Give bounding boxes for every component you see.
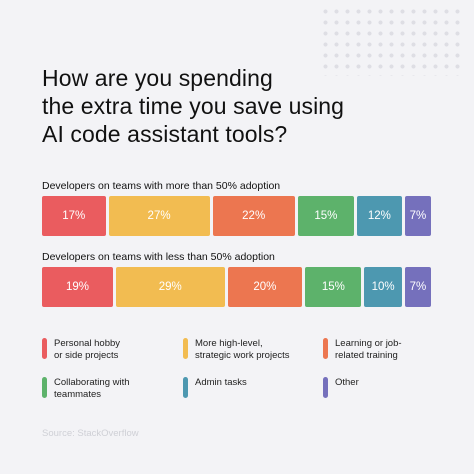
legend-label: Other [335, 377, 359, 388]
data-label: 15% [321, 281, 345, 293]
group-label-less-than-50: Developers on teams with less than 50% a… [42, 251, 275, 263]
legend-swatch [183, 377, 188, 398]
bar-segment: 15% [305, 267, 362, 307]
title-line-2: the extra time you save using [42, 93, 345, 119]
data-label: 19% [66, 281, 90, 293]
legend-swatch [323, 338, 328, 359]
legend-swatch [323, 377, 328, 398]
data-label: 22% [242, 210, 266, 222]
stacked-bar-less-than-50: 19% 29% 20% 15% 10% 7% [42, 267, 431, 307]
data-label: 20% [253, 281, 277, 293]
legend-swatch [42, 377, 47, 398]
bar-segment: 22% [212, 196, 295, 236]
bar-segment: 7% [404, 267, 431, 307]
source-note: Source: StackOverflow [42, 428, 139, 439]
title-line-1: How are you spending [42, 65, 273, 91]
title-line-3: AI code assistant tools? [42, 121, 288, 147]
bar-segment: 29% [116, 267, 225, 307]
decorative-dot-pattern [320, 6, 460, 76]
data-label: 7% [409, 210, 427, 222]
legend-label: Admin tasks [195, 377, 247, 388]
bar-segment: 12% [356, 196, 402, 236]
stacked-bar-more-than-50: 17% 27% 22% 15% 12% 7% [42, 196, 431, 236]
data-label: 17% [62, 210, 86, 222]
group-label-more-than-50: Developers on teams with more than 50% a… [42, 180, 281, 192]
data-label: 15% [314, 210, 338, 222]
bar-segment: 15% [297, 196, 354, 236]
bar-segment: 27% [108, 196, 210, 236]
legend-label: Personal hobby or side projects [54, 338, 121, 361]
legend-label: Learning or job- related training [335, 338, 402, 361]
bar-segment: 17% [42, 196, 106, 236]
legend-label: More high-level, strategic work projects [195, 338, 290, 361]
bar-segment: 10% [364, 267, 402, 307]
data-label: 7% [409, 281, 427, 293]
legend-swatch [42, 338, 47, 359]
chart-title: How are you spending the extra time you … [42, 64, 442, 148]
bar-segment: 7% [404, 196, 431, 236]
data-label: 10% [371, 281, 395, 293]
legend-label: Collaborating with teammates [54, 377, 130, 400]
legend-swatch [183, 338, 188, 359]
data-label: 29% [158, 281, 182, 293]
bar-segment: 20% [227, 267, 303, 307]
bar-segment: 19% [42, 267, 114, 307]
data-label: 27% [147, 210, 171, 222]
data-label: 12% [367, 210, 391, 222]
